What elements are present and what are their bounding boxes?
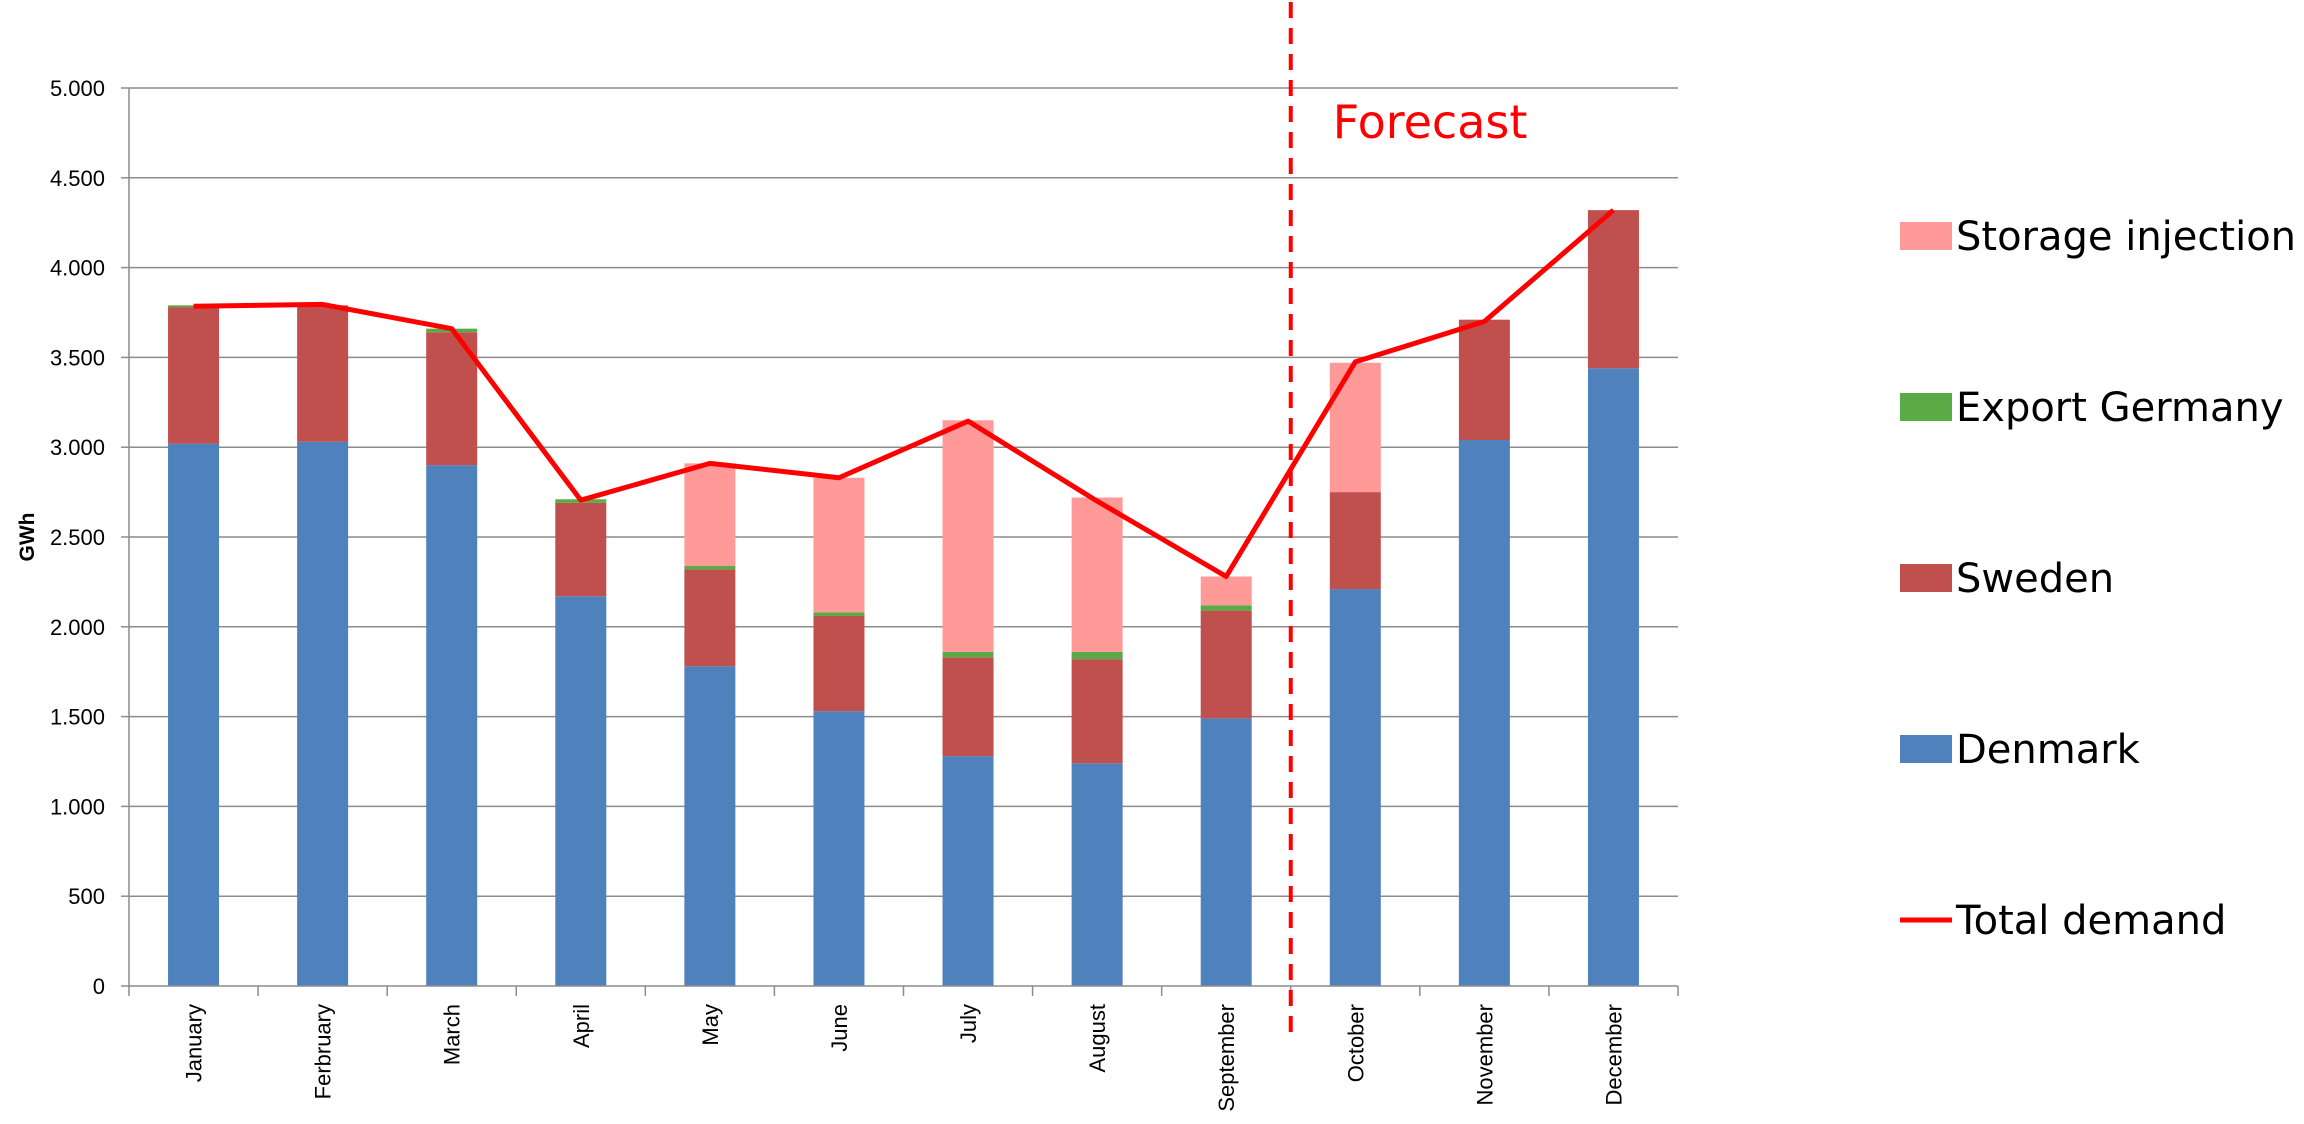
y-tick-label: 2.500 xyxy=(50,525,105,550)
bar-denmark xyxy=(1071,763,1123,986)
bar-storage-injection xyxy=(1329,362,1381,493)
x-tick-label: April xyxy=(569,1004,594,1048)
y-tick-label: 4.000 xyxy=(50,256,105,281)
bar-sweden xyxy=(1071,659,1123,764)
legend-swatch-export-germany xyxy=(1900,393,1952,421)
x-tick-label: August xyxy=(1085,1004,1110,1073)
x-tick-label: January xyxy=(182,1004,207,1082)
y-axis-label: GWh xyxy=(16,513,39,562)
bar-storage-injection xyxy=(684,463,736,566)
bar-sweden xyxy=(1458,319,1510,441)
y-tick-label: 2.000 xyxy=(50,615,105,640)
bar-export-germany xyxy=(942,651,994,658)
y-tick-label: 5.000 xyxy=(50,76,105,101)
forecast-label: Forecast xyxy=(1333,95,1528,149)
y-tick-label: 0 xyxy=(93,974,105,999)
bar-export-germany xyxy=(1071,651,1123,660)
legend-label-total-demand: Total demand xyxy=(1955,898,2226,944)
bar-denmark xyxy=(1458,440,1510,986)
legend-swatch-sweden xyxy=(1900,564,1952,592)
y-tick-label: 3.000 xyxy=(50,435,105,460)
bar-sweden xyxy=(1329,492,1381,590)
bar-denmark xyxy=(168,443,220,986)
bar-denmark xyxy=(1587,368,1639,986)
y-tick-label: 1.000 xyxy=(50,794,105,819)
x-tick-label: June xyxy=(827,1004,852,1052)
bar-denmark xyxy=(1329,589,1381,986)
legend-label-export-germany: Export Germany xyxy=(1956,385,2284,431)
bar-sweden xyxy=(942,657,994,757)
legend-swatch-denmark xyxy=(1900,735,1952,763)
bar-sweden xyxy=(1587,210,1639,369)
x-tick-label: October xyxy=(1343,1004,1368,1082)
y-tick-label: 1.500 xyxy=(50,705,105,730)
x-tick-label: November xyxy=(1472,1004,1497,1105)
x-tick-label: July xyxy=(956,1004,981,1043)
bar-sweden xyxy=(684,569,736,667)
x-tick-label: May xyxy=(698,1004,723,1046)
y-tick-label: 500 xyxy=(68,884,105,909)
bar-export-germany xyxy=(684,565,736,570)
x-tick-label: March xyxy=(440,1004,465,1065)
bar-sweden xyxy=(168,307,220,444)
legend-label-sweden: Sweden xyxy=(1956,556,2114,602)
bar-denmark xyxy=(555,596,607,986)
x-tick-label: Ferbruary xyxy=(311,1004,336,1099)
bar-denmark xyxy=(1200,718,1252,986)
bar-export-germany xyxy=(1200,605,1252,611)
bar-denmark xyxy=(297,441,349,986)
gridlines xyxy=(129,87,1678,897)
bar-denmark xyxy=(942,756,994,986)
x-tick-labels: January Ferbruary March April May June July Aug… xyxy=(182,1004,1627,1112)
bar-sweden xyxy=(297,305,349,442)
legend: Storage injection Export Germany Sweden Den… xyxy=(1900,214,2296,944)
bar-storage-injection xyxy=(1200,576,1252,606)
total-demand-line-path xyxy=(193,208,1616,580)
legend-label-denmark: Denmark xyxy=(1956,727,2141,773)
bar-storage-injection xyxy=(1071,497,1123,652)
x-tick-label: September xyxy=(1214,1004,1239,1112)
bars xyxy=(168,210,1639,986)
y-tick-label: 3.500 xyxy=(50,345,105,370)
y-tick-label: 4.500 xyxy=(50,166,105,191)
y-tick-labels: 0 500 1.000 1.500 2.000 2.500 3.000 3.500 4.000 4… xyxy=(50,76,105,999)
total-demand-line xyxy=(193,208,1616,580)
legend-swatch-storage-injection xyxy=(1900,222,1952,250)
bar-storage-injection xyxy=(813,477,865,613)
bar-export-germany xyxy=(813,612,865,617)
forecast-marker: Forecast xyxy=(1288,2,1528,1040)
bar-sweden xyxy=(813,616,865,712)
bar-sweden xyxy=(1200,610,1252,719)
bar-storage-injection xyxy=(942,420,994,652)
legend-label-storage-injection: Storage injection xyxy=(1956,214,2296,260)
axes xyxy=(121,87,1679,996)
bar-denmark xyxy=(426,465,478,986)
bar-denmark xyxy=(813,711,865,986)
x-tick-label: December xyxy=(1601,1004,1626,1105)
bar-sweden xyxy=(555,502,607,597)
bar-denmark xyxy=(684,666,736,986)
